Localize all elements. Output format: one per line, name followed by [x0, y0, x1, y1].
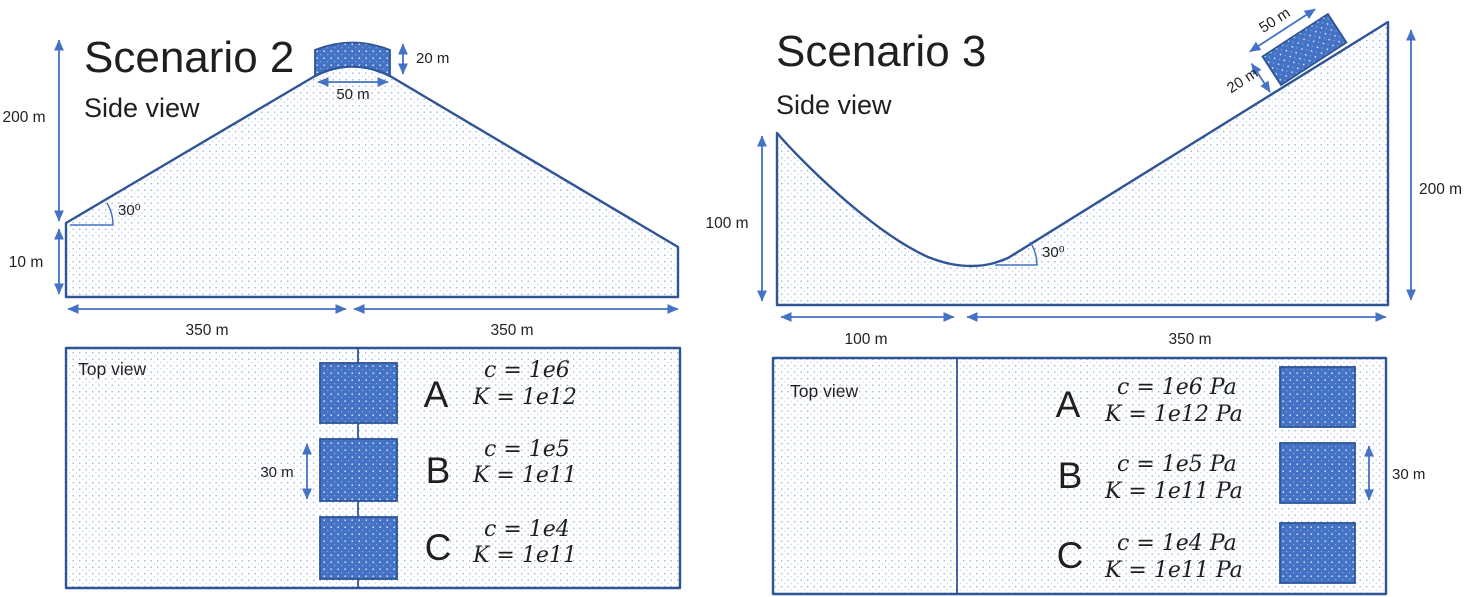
- scenario2-top-view: Top view 30 m A c = 1e6 K = 1e12 B c = 1…: [64, 346, 682, 590]
- scenario3-label-C: C: [1057, 535, 1084, 576]
- scenario2-title: Scenario 2: [84, 33, 294, 82]
- label-base-right-s3: 350 m: [1168, 331, 1211, 348]
- dim-arrow-20m-s3: [1250, 63, 1271, 93]
- scenario3-eq-B-c: c = 1e5 Pa: [1117, 452, 1237, 477]
- label-50m-s3: 50 m: [1256, 4, 1293, 36]
- scenario2-label-A: A: [424, 374, 449, 415]
- scenario2-side-view: Scenario 2 Side view 200 m 10 m 20 m 50 …: [2, 33, 680, 339]
- angle-arc-s3: [995, 241, 1038, 266]
- label-base-right-s2: 350 m: [490, 322, 533, 339]
- scenario2-label-B: B: [426, 450, 451, 491]
- scenario3-label-A: A: [1056, 384, 1081, 425]
- dim-arrow-50m-s3: [1249, 8, 1316, 53]
- scenario3-eq-C-k: K = 1e11 Pa: [1104, 558, 1243, 583]
- scenario3-block-C: [1279, 522, 1356, 584]
- label-angle-s2: 30⁰: [118, 202, 141, 219]
- scenario2-eq-C-c: c = 1e4: [484, 517, 570, 542]
- scenario3-eq-C-c: c = 1e4 Pa: [1117, 531, 1237, 556]
- scenario2-eq-B-c: c = 1e5: [484, 437, 570, 462]
- scenario3-label-B: B: [1058, 455, 1083, 496]
- scenario2-eq-A-k: K = 1e12: [472, 385, 577, 410]
- scenario3-eq-A-c: c = 1e6 Pa: [1117, 375, 1237, 400]
- angle-arc-s2: [70, 202, 114, 226]
- scenario2-label-C: C: [425, 527, 452, 568]
- scenario2-side-view-label: Side view: [84, 93, 200, 123]
- scenario3-side-view: Scenario 3 Side view 50 m 20 m 100 m 200…: [705, 4, 1462, 348]
- label-30m-s3: 30 m: [1392, 466, 1425, 483]
- scenario3-block-A: [1279, 366, 1356, 428]
- scenario3-eq-B-k: K = 1e11 Pa: [1104, 479, 1243, 504]
- scenario3-eq-A-k: K = 1e12 Pa: [1104, 402, 1243, 427]
- label-base-left-s2: 350 m: [185, 322, 228, 339]
- scenario3-block-B: [1279, 442, 1356, 504]
- scenario2-block-B: [319, 438, 398, 502]
- scenario3-side-view-label: Side view: [776, 90, 892, 120]
- label-100m-s3: 100 m: [705, 215, 748, 232]
- scenario2-eq-C-k: K = 1e11: [472, 543, 577, 568]
- label-angle-s3: 30⁰: [1042, 244, 1065, 261]
- label-20m: 20 m: [416, 50, 449, 67]
- scenario2-block-C: [319, 516, 398, 580]
- label-base-left-s3: 100 m: [844, 331, 887, 348]
- scenario3-title: Scenario 3: [776, 27, 986, 76]
- scenario2-eq-A-c: c = 1e6: [484, 358, 570, 383]
- label-50m: 50 m: [336, 86, 369, 103]
- scenario2-block-A: [319, 362, 398, 424]
- label-200m: 200 m: [2, 109, 45, 126]
- scenario2-topview-label: Top view: [78, 359, 146, 379]
- label-200m-s3: 200 m: [1419, 181, 1462, 198]
- scenario3-topview-label: Top view: [790, 381, 858, 401]
- scenario3-top-view: Top view 30 m A c = 1e6 Pa K = 1e12 Pa B…: [771, 356, 1425, 596]
- scenario2-summit-block: [314, 41, 391, 78]
- label-10m: 10 m: [9, 254, 43, 271]
- scenario3-valley-shape: [775, 20, 1390, 307]
- scenario2-eq-B-k: K = 1e11: [472, 463, 577, 488]
- label-30m-s2: 30 m: [260, 464, 293, 481]
